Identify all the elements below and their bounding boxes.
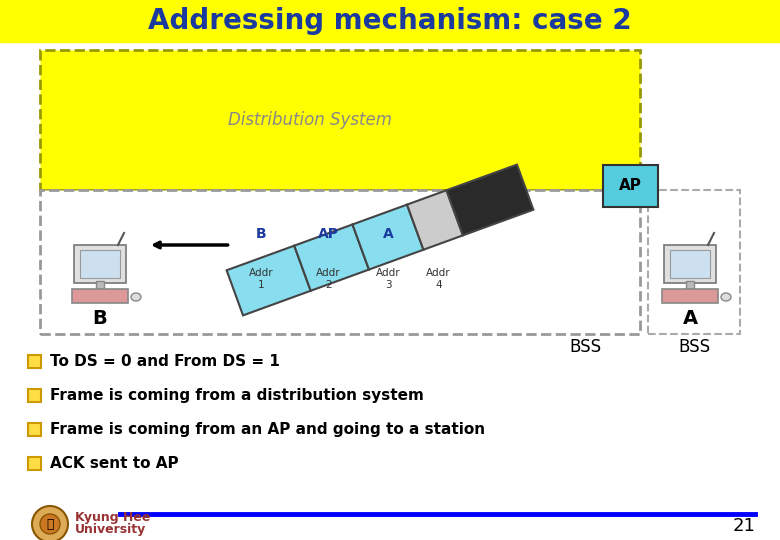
Bar <box>662 289 718 303</box>
Text: B: B <box>256 227 267 241</box>
Bar <box>294 225 369 291</box>
Text: Frame is coming from an AP and going to a station: Frame is coming from an AP and going to … <box>50 422 485 437</box>
Text: Addr
2: Addr 2 <box>316 268 341 289</box>
Circle shape <box>32 506 68 540</box>
Text: Addr
1: Addr 1 <box>249 268 274 289</box>
Text: BSS: BSS <box>678 338 710 356</box>
Bar <box>407 190 463 249</box>
Bar <box>28 355 41 368</box>
Bar <box>74 245 126 283</box>
Text: 21: 21 <box>732 517 755 535</box>
Bar <box>664 245 716 283</box>
Bar <box>602 165 658 207</box>
Bar <box>670 250 710 278</box>
Text: Distribution System: Distribution System <box>228 111 392 129</box>
Text: B: B <box>93 309 108 328</box>
Text: Addr
4: Addr 4 <box>426 268 451 289</box>
Text: Frame is coming from a distribution system: Frame is coming from a distribution syst… <box>50 388 424 403</box>
Bar <box>686 281 694 291</box>
Bar <box>40 190 640 334</box>
Text: Addressing mechanism: case 2: Addressing mechanism: case 2 <box>148 7 632 35</box>
Bar <box>227 246 310 315</box>
Text: ACK sent to AP: ACK sent to AP <box>50 456 179 471</box>
Text: Kyung Hee: Kyung Hee <box>75 511 151 524</box>
Bar <box>96 281 104 291</box>
Bar <box>28 457 41 470</box>
Text: University: University <box>75 523 147 537</box>
Bar <box>72 289 128 303</box>
Bar <box>80 250 120 278</box>
Circle shape <box>40 514 60 534</box>
Text: A: A <box>383 227 394 241</box>
Text: Addr
3: Addr 3 <box>376 268 401 289</box>
Bar <box>0 0 780 42</box>
Ellipse shape <box>721 293 731 301</box>
Ellipse shape <box>131 293 141 301</box>
Text: To DS = 0 and From DS = 1: To DS = 0 and From DS = 1 <box>50 354 280 369</box>
Bar <box>28 389 41 402</box>
Bar <box>28 423 41 436</box>
Bar <box>353 205 424 269</box>
Text: A: A <box>682 309 697 328</box>
Bar <box>648 190 740 334</box>
Text: BSS: BSS <box>569 338 601 356</box>
Bar <box>40 50 640 190</box>
Bar <box>446 165 534 235</box>
Text: AP: AP <box>318 227 339 241</box>
Text: ⛪: ⛪ <box>46 517 54 530</box>
Text: AP: AP <box>619 178 641 193</box>
